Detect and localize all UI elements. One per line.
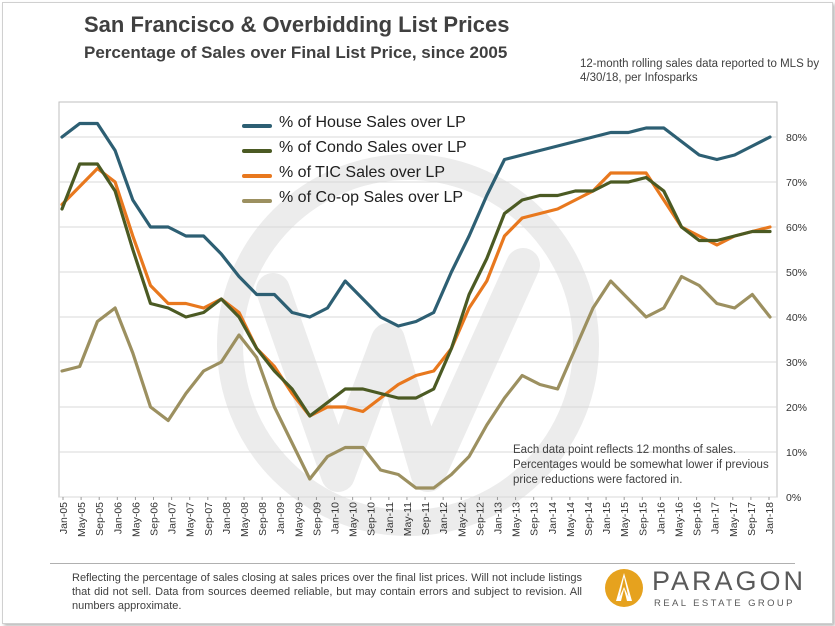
series-line-condo xyxy=(60,162,772,418)
x-tick-label: Jan-16 xyxy=(655,502,667,534)
y-tick-label: 30% xyxy=(786,357,807,369)
x-tick-label: Jan-11 xyxy=(384,502,396,533)
y-tick-label: 0% xyxy=(786,492,801,504)
legend-label-tic: % of TIC Sales over LP xyxy=(279,164,445,181)
legend-label-house: % of House Sales over LP xyxy=(279,114,466,131)
x-tick-label: May-11 xyxy=(402,502,414,536)
x-tick-label: Jan-14 xyxy=(547,502,559,534)
logo-name: PARAGON xyxy=(652,566,807,596)
y-tick-label: 60% xyxy=(786,222,807,234)
x-tick-label: Jan-10 xyxy=(330,502,342,534)
logo-tagline: REAL ESTATE GROUP xyxy=(654,598,795,609)
x-axis: Jan-05 May-05 Sep-05 Jan-06 May-06 Sep-06 Jan-… xyxy=(58,497,776,537)
y-tick-label: 70% xyxy=(786,177,807,189)
paragon-logo-icon xyxy=(605,569,643,607)
x-tick-label: Sep-07 xyxy=(203,502,215,536)
x-tick-label: May-17 xyxy=(728,502,740,537)
x-tick-label: Jan-09 xyxy=(275,502,287,534)
x-tick-label: Sep-06 xyxy=(149,502,161,536)
x-tick-label: May-13 xyxy=(511,502,523,537)
x-tick-label: Sep-10 xyxy=(366,502,378,536)
x-tick-label: May-08 xyxy=(239,502,251,537)
chart-title: San Francisco & Overbidding List Prices xyxy=(84,12,510,37)
y-axis: 0% 10% 20% 30% 40% 50% 60% 70% 80% xyxy=(786,132,807,504)
x-tick-label: Jan-12 xyxy=(438,502,450,534)
x-tick-label: May-06 xyxy=(130,502,142,537)
x-tick-label: Sep-05 xyxy=(94,502,106,536)
series-lines xyxy=(60,121,772,490)
x-tick-label: May-07 xyxy=(185,502,197,537)
y-tick-label: 80% xyxy=(786,132,807,144)
x-tick-label: Jan-05 xyxy=(58,502,70,534)
x-tick-label: May-09 xyxy=(293,502,305,537)
x-tick-label: Sep-14 xyxy=(583,502,595,536)
legend-swatch-condo xyxy=(242,149,272,153)
legend-swatch-coop xyxy=(242,199,272,203)
data-note: Each data point reflects 12 months of sa… xyxy=(513,444,769,486)
x-tick-label: Sep-13 xyxy=(529,502,541,536)
x-tick-label: Sep-12 xyxy=(474,502,486,536)
chart-subtitle: Percentage of Sales over Final List Pric… xyxy=(84,43,508,62)
y-tick-label: 20% xyxy=(786,402,807,414)
x-tick-label: Sep-08 xyxy=(257,502,269,536)
series-line-coop xyxy=(60,274,772,490)
x-tick-label: May-05 xyxy=(76,502,88,537)
legend-label-condo: % of Condo Sales over LP xyxy=(279,139,467,156)
x-tick-label: Jan-17 xyxy=(710,502,722,534)
x-tick-label: May-16 xyxy=(673,502,685,537)
x-tick-label: Jan-08 xyxy=(221,502,233,534)
footnote: Reflecting the percentage of sales closi… xyxy=(72,572,582,612)
x-tick-label: Jan-07 xyxy=(167,502,179,534)
x-tick-label: Jan-15 xyxy=(601,502,613,534)
x-tick-label: Sep-09 xyxy=(311,502,323,536)
x-tick-label: May-10 xyxy=(348,502,360,537)
x-tick-label: Sep-17 xyxy=(746,502,758,536)
x-tick-label: May-14 xyxy=(565,502,577,537)
x-tick-label: Jan-06 xyxy=(112,502,124,534)
x-tick-label: Sep-11 xyxy=(420,502,432,535)
source-note: 12-month rolling sales data reported to … xyxy=(580,58,820,84)
y-tick-label: 10% xyxy=(786,447,807,459)
x-tick-label: Jan-13 xyxy=(492,502,504,534)
x-tick-label: May-15 xyxy=(619,502,631,537)
x-tick-label: May-12 xyxy=(456,502,468,537)
x-tick-label: Sep-16 xyxy=(692,502,704,536)
y-tick-label: 50% xyxy=(786,267,807,279)
series-line-house xyxy=(60,121,772,328)
y-tick-label: 40% xyxy=(786,312,807,324)
legend-label-coop: % of Co-op Sales over LP xyxy=(279,189,464,206)
footer-divider xyxy=(50,563,795,564)
legend-swatch-tic xyxy=(242,174,272,178)
x-tick-label: Jan-18 xyxy=(764,502,776,534)
x-tick-label: Sep-15 xyxy=(637,502,649,536)
legend-swatch-house xyxy=(242,124,272,128)
